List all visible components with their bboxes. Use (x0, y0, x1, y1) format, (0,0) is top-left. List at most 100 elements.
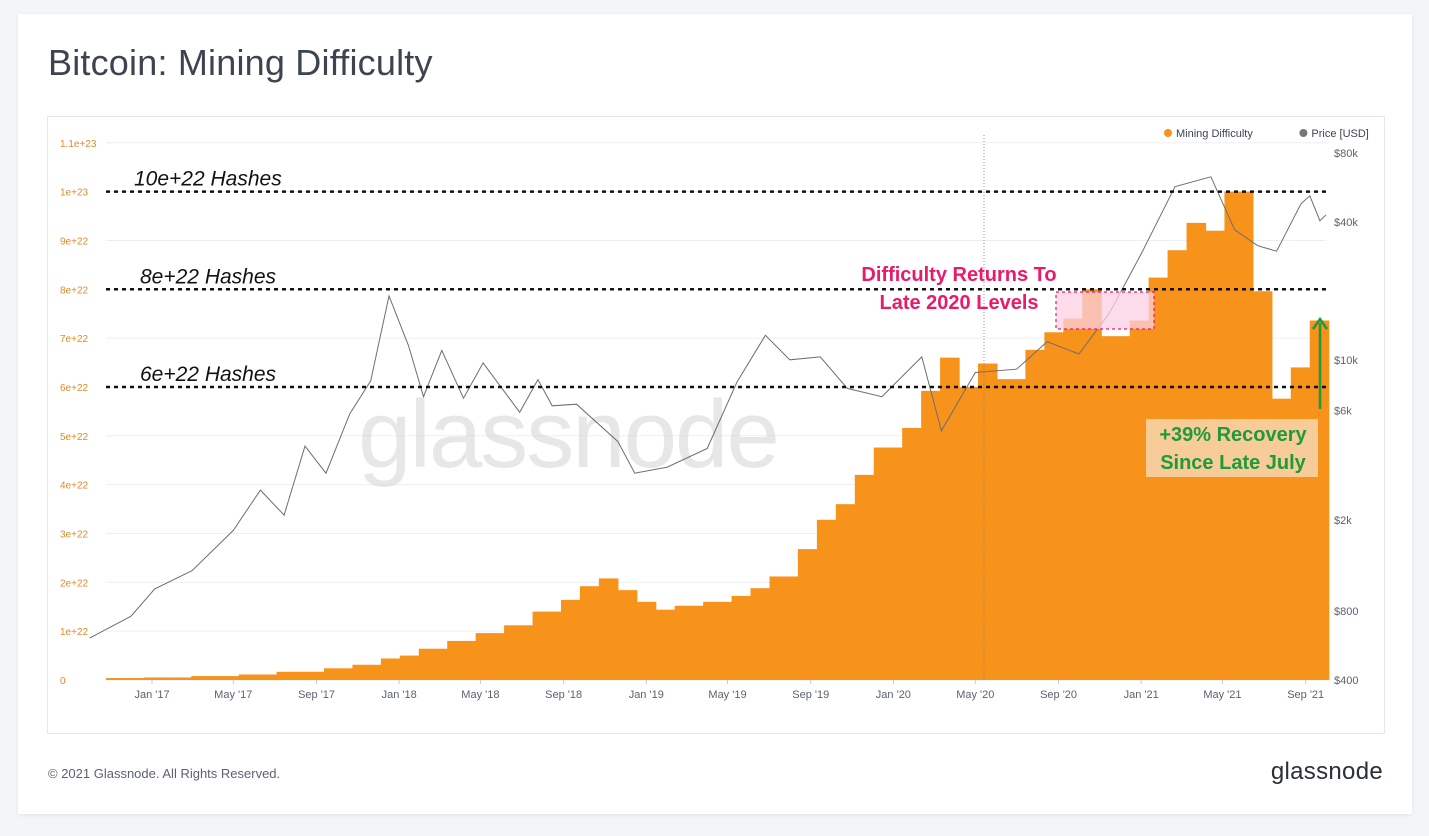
difficulty-bar (286, 671, 297, 680)
y-left-tick-label: 0 (60, 676, 66, 687)
legend-marker (1299, 129, 1308, 137)
recovery-arrow-head (1311, 316, 1329, 330)
difficulty-bar (646, 601, 657, 680)
mining-difficulty-chart[interactable]: glassnode 10e+22 Hashes 8e+22 Hashes 6e+22… (48, 117, 1384, 733)
difficulty-bar (1120, 336, 1131, 680)
difficulty-bar (162, 677, 173, 680)
difficulty-bar (959, 386, 970, 680)
difficulty-bar (456, 640, 467, 680)
annotation-green-line2: Since Late July (1160, 452, 1306, 474)
difficulty-bar (712, 601, 723, 680)
difficulty-bar (371, 664, 382, 680)
difficulty-bar (1034, 349, 1045, 680)
difficulty-bar (902, 427, 913, 680)
annotation-red-line2: Late 2020 Levels (880, 292, 1039, 314)
legend[interactable]: Mining Difficulty Price [USD] (1164, 128, 1369, 140)
x-tick-label: Jan '19 (629, 689, 664, 701)
difficulty-bar (750, 588, 761, 680)
difficulty-bar (1281, 398, 1292, 680)
difficulty-bar (352, 664, 363, 680)
difficulty-bar (390, 658, 401, 680)
difficulty-bar (399, 655, 410, 680)
x-tick-label: May '19 (708, 689, 746, 701)
difficulty-bar (485, 633, 496, 680)
difficulty-bar (807, 549, 818, 680)
reference-line-label: 8e+22 Hashes (140, 265, 277, 288)
difficulty-bar (978, 363, 989, 680)
highlight-box (1055, 291, 1155, 330)
y-right-tick-label: $80k (1334, 148, 1358, 160)
legend-label[interactable]: Price [USD] (1311, 128, 1368, 140)
chart-frame: glassnode 10e+22 Hashes 8e+22 Hashes 6e+22… (47, 116, 1385, 734)
difficulty-bar (191, 676, 202, 680)
difficulty-bar (153, 677, 164, 680)
difficulty-bar (106, 678, 117, 680)
difficulty-bar (921, 390, 932, 680)
difficulty-bar (854, 474, 865, 680)
difficulty-bar (437, 648, 448, 680)
difficulty-bar (968, 386, 979, 680)
y-axis-left: 0 1e+22 2e+22 3e+22 4e+22 5e+22 6e+22 7e+22 8e+2… (60, 139, 97, 687)
difficulty-bar (816, 519, 827, 680)
x-tick-label: Sep '17 (298, 689, 335, 701)
difficulty-bar (124, 678, 136, 680)
difficulty-bar (788, 576, 799, 680)
difficulty-bar (342, 668, 354, 680)
reference-line-label: 6e+22 Hashes (140, 363, 277, 386)
x-tick-label: Jan '20 (876, 689, 911, 701)
difficulty-bar (570, 599, 581, 680)
difficulty-bar (769, 576, 780, 680)
x-tick-label: Sep '19 (792, 689, 829, 701)
x-tick-label: Jan '21 (1124, 689, 1159, 701)
difficulty-bar (864, 474, 875, 680)
difficulty-bar (1319, 320, 1330, 680)
difficulty-bar (1091, 289, 1102, 680)
y-left-tick-label: 2e+22 (60, 578, 89, 589)
y-left-tick-label: 1e+23 (60, 188, 89, 199)
difficulty-bar (134, 678, 145, 680)
difficulty-bar (1300, 367, 1311, 680)
difficulty-bar (1044, 332, 1055, 680)
difficulty-bar (636, 601, 647, 680)
y-right-tick-label: $800 (1334, 606, 1358, 618)
difficulty-bar (703, 601, 714, 680)
x-tick-label: May '21 (1203, 689, 1241, 701)
difficulty-bar (219, 676, 230, 680)
difficulty-bar (248, 674, 259, 680)
difficulty-bar (409, 655, 420, 680)
y-right-tick-label: $40k (1334, 217, 1358, 229)
difficulty-bar (1082, 289, 1093, 680)
difficulty-bar (608, 578, 619, 680)
difficulty-bar (693, 605, 704, 680)
difficulty-bar (1025, 349, 1036, 680)
difficulty-bar (143, 677, 154, 680)
difficulty-bar (229, 676, 240, 680)
difficulty-bar (1129, 320, 1140, 680)
difficulty-bar (589, 586, 600, 680)
chart-card: Bitcoin: Mining Difficulty glassnode 10e… (18, 14, 1412, 814)
difficulty-bar (276, 671, 287, 680)
difficulty-bar (835, 504, 846, 680)
y-right-tick-label: $400 (1334, 675, 1358, 687)
difficulty-bar (1252, 291, 1263, 680)
difficulty-bar (504, 625, 515, 680)
legend-label[interactable]: Mining Difficulty (1176, 128, 1253, 140)
difficulty-bar (873, 447, 884, 680)
difficulty-bar (523, 625, 534, 680)
y-left-tick-label: 6e+22 (60, 383, 89, 394)
difficulty-bar (1101, 336, 1112, 680)
difficulty-bar (674, 605, 685, 680)
difficulty-bar (1072, 318, 1083, 680)
difficulty-bar (295, 671, 306, 680)
difficulty-bar (1158, 277, 1169, 680)
x-tick-label: May '20 (956, 689, 994, 701)
difficulty-bar (380, 658, 391, 680)
difficulty-bar (1309, 320, 1320, 680)
footer-brand-logo[interactable]: glassnode (1270, 758, 1383, 785)
annotation-green-line1: +39% Recovery (1159, 424, 1307, 446)
difficulty-bar (911, 427, 922, 680)
difficulty-bar (930, 390, 941, 680)
difficulty-bar (731, 595, 742, 680)
difficulty-bar (778, 576, 790, 680)
footer-copyright: © 2021 Glassnode. All Rights Reserved. (48, 766, 281, 781)
